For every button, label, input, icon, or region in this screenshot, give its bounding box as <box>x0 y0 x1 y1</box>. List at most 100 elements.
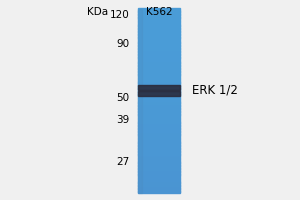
Bar <box>138 28 180 30</box>
Bar <box>138 154 180 156</box>
Bar <box>138 108 180 110</box>
Bar <box>138 187 180 189</box>
Bar <box>138 91 180 93</box>
Bar <box>138 127 180 129</box>
Text: 39: 39 <box>116 115 129 125</box>
Bar <box>138 162 180 164</box>
Bar <box>138 67 180 69</box>
Bar <box>138 57 180 59</box>
Bar <box>138 13 180 15</box>
Bar <box>138 88 180 90</box>
Text: KDa: KDa <box>87 7 108 17</box>
Text: 90: 90 <box>116 39 129 49</box>
Bar <box>138 121 180 123</box>
Bar <box>138 34 180 36</box>
Bar <box>138 173 180 175</box>
Bar <box>138 93 180 95</box>
Bar <box>138 113 180 115</box>
Bar <box>138 179 180 181</box>
Bar <box>138 65 180 67</box>
Bar <box>138 134 180 136</box>
Bar <box>138 47 180 49</box>
Bar <box>138 138 180 139</box>
Bar <box>138 84 180 86</box>
Bar <box>138 76 180 78</box>
Bar <box>138 105 180 107</box>
Bar <box>138 145 180 147</box>
Bar <box>138 159 180 161</box>
Bar <box>138 184 180 186</box>
Bar <box>138 30 180 32</box>
Bar <box>138 147 180 149</box>
Bar <box>138 71 180 73</box>
Bar <box>138 190 180 192</box>
Bar <box>138 56 180 58</box>
Bar <box>138 130 180 132</box>
Bar <box>138 144 180 146</box>
Bar <box>138 82 180 84</box>
Bar <box>138 158 180 159</box>
Bar <box>138 61 180 63</box>
Bar <box>138 161 180 163</box>
Bar <box>138 178 180 179</box>
Bar <box>138 41 180 43</box>
Bar <box>138 139 180 141</box>
Bar <box>138 107 180 109</box>
Bar <box>138 59 180 61</box>
Bar <box>138 170 180 172</box>
Bar <box>138 165 180 167</box>
Bar <box>138 54 180 56</box>
Bar <box>138 70 180 72</box>
Bar <box>138 156 180 158</box>
Bar <box>138 101 180 103</box>
Bar <box>138 151 180 153</box>
Bar <box>138 110 180 112</box>
Text: 50: 50 <box>116 93 129 103</box>
Bar <box>138 182 180 184</box>
Bar <box>138 79 180 81</box>
Bar <box>138 19 180 21</box>
Bar <box>138 9 142 193</box>
Bar <box>138 14 180 16</box>
Bar <box>138 85 180 87</box>
Bar <box>138 171 180 173</box>
Bar <box>138 62 180 64</box>
Bar <box>138 39 180 41</box>
Bar <box>138 124 180 126</box>
Bar <box>138 191 180 193</box>
Bar <box>138 48 180 50</box>
Bar <box>138 90 180 92</box>
Bar <box>138 98 180 99</box>
Bar <box>138 168 180 170</box>
Bar <box>138 91 180 96</box>
Bar <box>138 111 180 113</box>
Bar <box>138 21 180 22</box>
Bar <box>138 96 180 98</box>
Bar <box>138 73 180 75</box>
Bar <box>138 131 180 133</box>
Bar <box>138 142 180 144</box>
Bar <box>138 22 180 24</box>
Bar <box>138 118 180 119</box>
Bar <box>138 45 180 47</box>
Bar <box>138 176 180 178</box>
Bar <box>138 128 180 130</box>
Bar <box>138 167 180 169</box>
Bar <box>138 17 180 19</box>
Bar <box>138 50 180 52</box>
Bar <box>138 8 180 10</box>
Bar <box>138 42 180 44</box>
Text: 27: 27 <box>116 157 129 167</box>
Bar <box>138 116 180 118</box>
Bar <box>138 64 180 66</box>
Text: K562: K562 <box>146 7 172 17</box>
Bar <box>138 141 180 143</box>
Bar <box>138 10 180 12</box>
Bar <box>138 150 180 152</box>
Bar <box>138 99 180 101</box>
Bar <box>138 102 180 104</box>
Bar <box>138 174 180 176</box>
Bar <box>138 81 180 83</box>
Bar <box>138 37 180 39</box>
Bar <box>138 74 180 76</box>
